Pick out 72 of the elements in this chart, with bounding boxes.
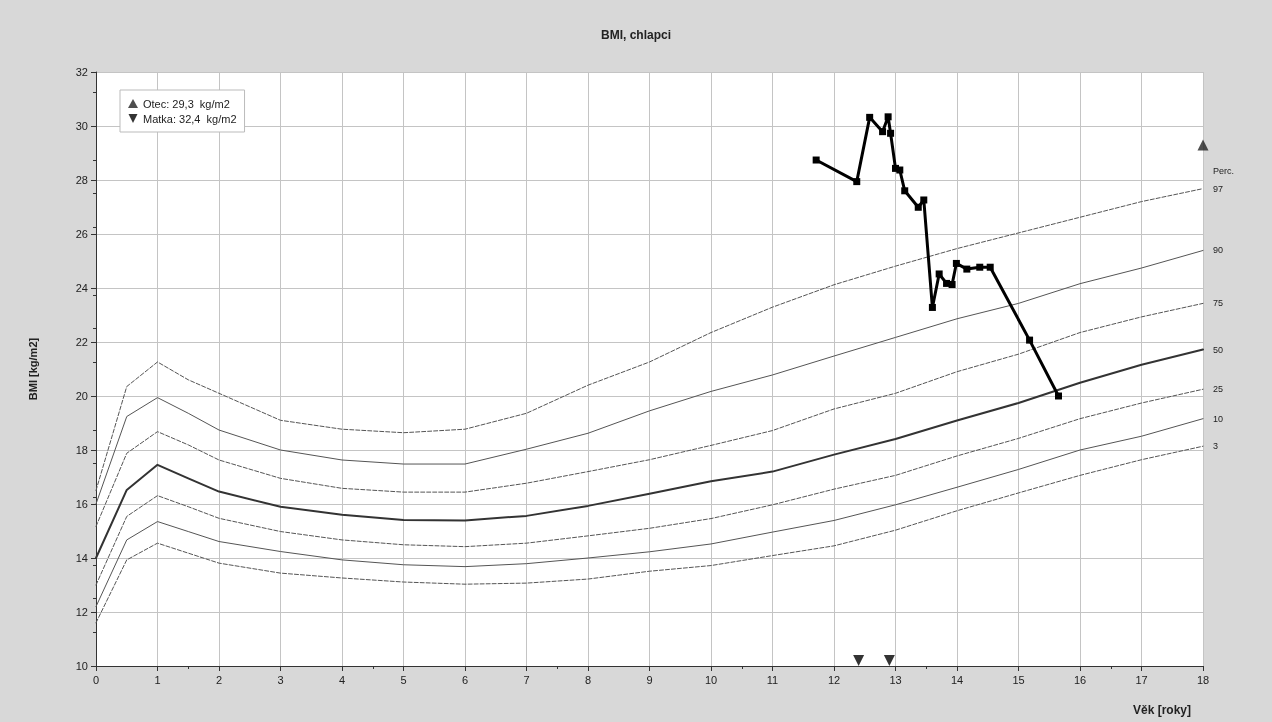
y-axis-title: BMI [kg/m2]: [26, 337, 39, 401]
x-tick-label: 13: [889, 673, 902, 686]
point: [879, 128, 887, 136]
text: Perc.: [1213, 166, 1235, 177]
series-label: 10: [1213, 413, 1224, 424]
x-tick-label: 8: [584, 673, 592, 686]
x-tick-label: 15: [1012, 673, 1025, 686]
series-label: 75: [1213, 298, 1224, 309]
x-tick-label: 7: [523, 673, 530, 686]
series-label: 90: [1213, 245, 1224, 256]
x-tick-label: 10: [704, 673, 718, 686]
x-tick-label: 1: [154, 673, 161, 686]
x-axis-title: Věk [roky]: [1133, 703, 1192, 717]
line-series: [95, 249, 1204, 505]
x-tick-label: 18: [1196, 673, 1210, 686]
x-tick-label: 3: [277, 673, 284, 686]
y-tick-label: 14: [75, 552, 88, 564]
x-tick-label: 9: [646, 673, 653, 686]
y-tick-label: 16: [75, 498, 88, 510]
point: [948, 280, 956, 288]
point: [883, 655, 895, 667]
legend-label: Matka: 32,4 kg/m2: [143, 112, 237, 125]
series-label: 97: [1213, 183, 1224, 194]
line-series: [95, 188, 1204, 491]
x-tick-label: 2: [215, 673, 223, 686]
point: [976, 263, 984, 271]
point: [853, 655, 865, 667]
y-tick-label: 18: [75, 444, 88, 456]
y-tick-label: 22: [75, 336, 88, 348]
y-tick-label: 32: [75, 66, 88, 78]
x-tick-label: 0: [92, 673, 100, 686]
point: [896, 166, 904, 174]
point: [1197, 139, 1209, 151]
series-label: 25: [1213, 384, 1224, 395]
point: [928, 303, 936, 311]
point: [986, 263, 994, 271]
line-series: [95, 445, 1204, 624]
series-label: 50: [1213, 344, 1224, 355]
x-tick-label: 4: [338, 673, 346, 686]
y-tick-label: 26: [75, 228, 88, 240]
point: [884, 113, 892, 121]
x-tick-label: 12: [827, 673, 841, 686]
y-tick-label: 30: [75, 120, 88, 132]
y-tick-label: 28: [75, 174, 88, 186]
point: [866, 113, 874, 121]
x-tick-label: 5: [400, 673, 407, 686]
point: [914, 203, 922, 211]
point: [920, 196, 928, 204]
y-tick-label: 10: [75, 660, 88, 672]
point: [1054, 392, 1062, 400]
x-tick-label: 14: [950, 673, 964, 686]
point: [901, 187, 909, 195]
point: [887, 129, 895, 137]
x-tick-label: 11: [766, 673, 779, 686]
line-series: [95, 388, 1204, 586]
line-series: [95, 302, 1204, 527]
y-tick-label: 24: [75, 282, 88, 294]
y-tick-label: 12: [75, 606, 88, 618]
series-label: 3: [1213, 441, 1219, 452]
x-tick-label: 17: [1135, 673, 1148, 686]
chart-title: BMI, chlapci: [600, 28, 672, 42]
y-tick-label: 20: [75, 390, 88, 402]
point: [812, 156, 820, 164]
x-tick-label: 6: [461, 673, 469, 686]
point: [952, 259, 960, 267]
x-tick-label: 16: [1073, 673, 1087, 686]
line-series: [95, 418, 1204, 608]
point: [963, 265, 971, 273]
point: [935, 270, 943, 278]
point: [853, 178, 861, 186]
legend-label: Otec: 29,3 kg/m2: [143, 97, 230, 110]
point: [1026, 336, 1034, 344]
